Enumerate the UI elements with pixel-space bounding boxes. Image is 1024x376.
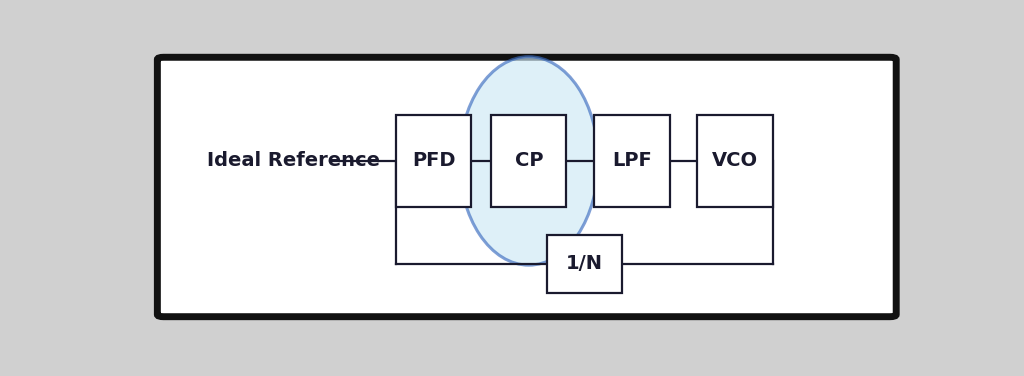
FancyBboxPatch shape bbox=[697, 115, 773, 207]
Text: PFD: PFD bbox=[412, 152, 456, 170]
FancyBboxPatch shape bbox=[396, 115, 471, 207]
FancyBboxPatch shape bbox=[492, 115, 566, 207]
Text: VCO: VCO bbox=[712, 152, 758, 170]
FancyBboxPatch shape bbox=[158, 57, 896, 317]
Text: 1/N: 1/N bbox=[566, 254, 603, 273]
Text: CP: CP bbox=[514, 152, 543, 170]
Text: Ideal Reference: Ideal Reference bbox=[207, 152, 380, 170]
Ellipse shape bbox=[460, 57, 598, 265]
FancyBboxPatch shape bbox=[594, 115, 670, 207]
Text: LPF: LPF bbox=[612, 152, 652, 170]
FancyBboxPatch shape bbox=[547, 235, 622, 293]
